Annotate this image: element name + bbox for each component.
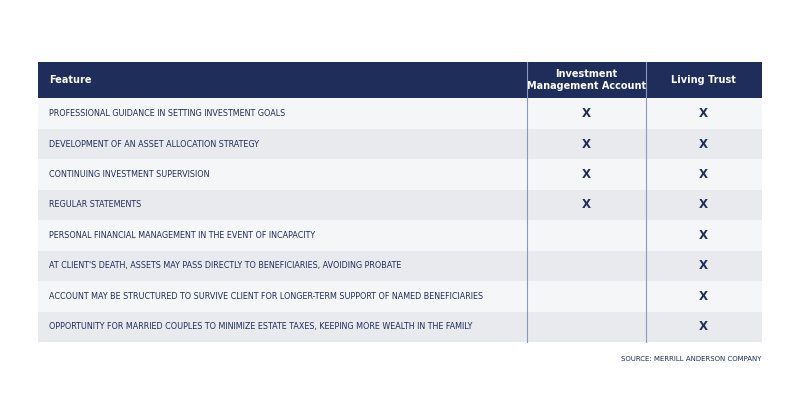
Text: AT CLIENT'S DEATH, ASSETS MAY PASS DIRECTLY TO BENEFICIARIES, AVOIDING PROBATE: AT CLIENT'S DEATH, ASSETS MAY PASS DIREC… [49, 261, 401, 270]
Text: Living Trust: Living Trust [671, 75, 736, 85]
Text: REGULAR STATEMENTS: REGULAR STATEMENTS [49, 200, 141, 210]
Text: Feature: Feature [49, 75, 91, 85]
Text: CONTINUING INVESTMENT SUPERVISION: CONTINUING INVESTMENT SUPERVISION [49, 170, 210, 179]
Text: X: X [699, 138, 708, 150]
Text: X: X [699, 290, 708, 303]
Text: X: X [699, 259, 708, 272]
Text: X: X [582, 198, 590, 212]
Text: PERSONAL FINANCIAL MANAGEMENT IN THE EVENT OF INCAPACITY: PERSONAL FINANCIAL MANAGEMENT IN THE EVE… [49, 231, 315, 240]
Text: X: X [699, 229, 708, 242]
Text: X: X [699, 320, 708, 333]
Text: X: X [582, 138, 590, 150]
Text: X: X [582, 107, 590, 120]
Text: X: X [582, 168, 590, 181]
Text: Investment
Management Account: Investment Management Account [526, 69, 646, 91]
Text: X: X [699, 168, 708, 181]
Text: X: X [699, 107, 708, 120]
Text: DEVELOPMENT OF AN ASSET ALLOCATION STRATEGY: DEVELOPMENT OF AN ASSET ALLOCATION STRAT… [49, 140, 259, 148]
Text: ACCOUNT MAY BE STRUCTURED TO SURVIVE CLIENT FOR LONGER-TERM SUPPORT OF NAMED BEN: ACCOUNT MAY BE STRUCTURED TO SURVIVE CLI… [49, 292, 483, 301]
Text: X: X [699, 198, 708, 212]
Text: OPPORTUNITY FOR MARRIED COUPLES TO MINIMIZE ESTATE TAXES, KEEPING MORE WEALTH IN: OPPORTUNITY FOR MARRIED COUPLES TO MINIM… [49, 322, 472, 331]
Text: SOURCE: MERRILL ANDERSON COMPANY: SOURCE: MERRILL ANDERSON COMPANY [621, 356, 762, 362]
Text: PROFESSIONAL GUIDANCE IN SETTING INVESTMENT GOALS: PROFESSIONAL GUIDANCE IN SETTING INVESTM… [49, 109, 285, 118]
